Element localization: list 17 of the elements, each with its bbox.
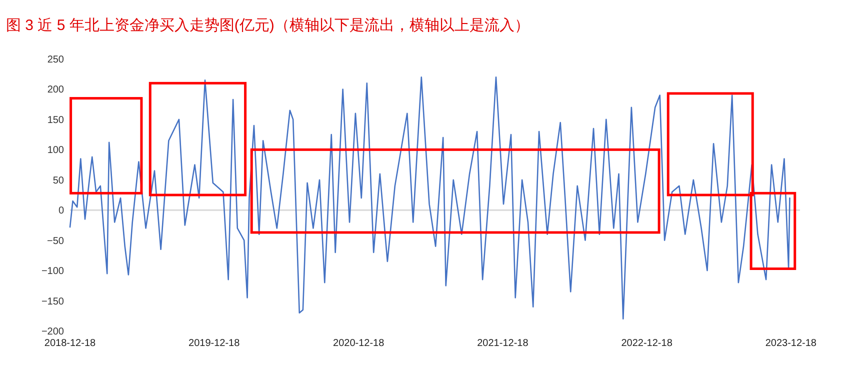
title: 图 3 近 5 年北上资金净买入走势图(亿元)（横轴以下是流出，横轴以上是流入）	[6, 17, 530, 34]
y-tick-label: 150	[47, 114, 64, 126]
x-tick-label: 2023-12-18	[765, 338, 817, 349]
y-tick-label: 50	[52, 175, 64, 186]
x-tick-label: 2021-12-18	[477, 338, 529, 349]
x-tick-label: 2022-12-18	[621, 338, 673, 349]
y-tick-label: −100	[41, 266, 64, 278]
y-tick-label: 0	[58, 206, 64, 217]
y-tick-label: 100	[47, 145, 64, 156]
y-tick-label: 250	[47, 54, 64, 66]
y-tick-label: −50	[47, 236, 64, 247]
x-tick-label: 2018-12-18	[44, 338, 96, 349]
x-tick-label: 2019-12-18	[188, 338, 240, 349]
y-tick-label: −200	[41, 326, 64, 338]
y-tick-label: 200	[47, 84, 64, 96]
y-tick-label: −150	[41, 296, 64, 308]
x-tick-label: 2020-12-18	[333, 338, 385, 349]
